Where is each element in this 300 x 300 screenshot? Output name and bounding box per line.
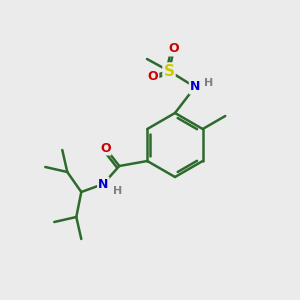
Text: S: S <box>164 64 175 79</box>
Text: O: O <box>100 142 111 154</box>
Text: O: O <box>169 43 179 56</box>
Text: H: H <box>113 186 122 196</box>
Text: H: H <box>204 78 213 88</box>
Text: O: O <box>148 70 158 83</box>
Text: N: N <box>190 80 200 94</box>
Text: N: N <box>98 178 109 190</box>
